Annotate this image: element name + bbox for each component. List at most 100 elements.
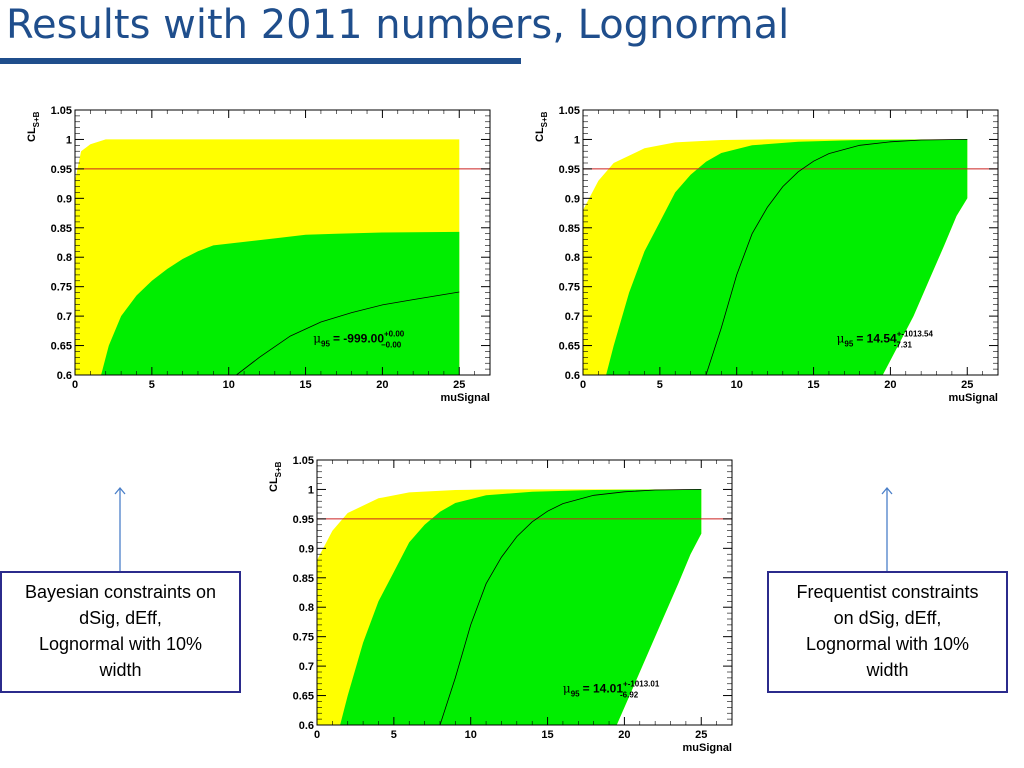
chart-bottom-center: 0.6 0.65 0.7 0.75 0.8 0.85 0.9 0.95 1 1.05 0 5 10 15 2… xyxy=(268,455,733,754)
bayesian-note-line: Bayesian constraints on xyxy=(24,582,217,602)
x-tick-label: 25 xyxy=(695,729,707,741)
mu95-label: μ95 = -999.00+0.00 xyxy=(313,330,405,349)
y-tick-label: 0.6 xyxy=(299,720,314,732)
frequentist-note-line: Lognormal with 10% xyxy=(805,634,970,654)
y-tick-label: 1 xyxy=(308,484,314,496)
y-axis-label: CLS+B xyxy=(26,111,41,142)
x-tick-label: 5 xyxy=(149,379,155,391)
y-tick-label: 1 xyxy=(66,134,72,146)
y-tick-label: 0.75 xyxy=(293,632,314,644)
plot-frame xyxy=(582,109,999,376)
x-tick-label: 25 xyxy=(453,379,465,391)
mu-value: = -999.00 xyxy=(333,332,384,346)
mu-upper-error: +-1013.01 xyxy=(623,680,660,689)
x-tick-label: 25 xyxy=(961,379,973,391)
bayesian-note-line: Lognormal with 10% xyxy=(38,634,203,654)
x-tick-label: 10 xyxy=(223,379,235,391)
x-axis-label: muSignal xyxy=(948,392,998,404)
observed-curve xyxy=(439,489,702,725)
y-tick-label: 0.85 xyxy=(51,223,72,235)
y-tick-label: 0.8 xyxy=(299,602,314,614)
x-tick-label: 15 xyxy=(541,729,553,741)
chart-top-left: 0.6 0.65 0.7 0.75 0.8 0.85 0.9 0.95 1 1.05 0 5 10 15 2… xyxy=(26,105,491,404)
x-tick-label: 0 xyxy=(72,379,78,391)
mu-symbol: μ xyxy=(837,332,845,346)
arrow-up-left xyxy=(114,486,126,574)
y-tick-label: 0.9 xyxy=(565,193,580,205)
y-tick-label: 0.95 xyxy=(293,514,314,526)
plot-area xyxy=(583,139,998,375)
green-band xyxy=(606,139,968,375)
x-tick-label: 15 xyxy=(807,379,819,391)
y-tick-label: 0.95 xyxy=(51,164,72,176)
observed-curve xyxy=(705,139,968,375)
frequentist-note-line: on dSig, dEff, xyxy=(833,608,942,628)
bayesian-note-line: width xyxy=(99,660,142,680)
x-tick-label: 10 xyxy=(731,379,743,391)
y-axis-label-main: CL xyxy=(268,477,280,492)
y-tick-label: 1.05 xyxy=(51,105,72,117)
y-tick-label: 0.7 xyxy=(565,311,580,323)
x-tick-label: 0 xyxy=(580,379,586,391)
plot-frame xyxy=(316,459,733,726)
green-band xyxy=(340,489,702,725)
x-tick-label: 20 xyxy=(884,379,896,391)
plot-frame xyxy=(74,109,491,376)
y-tick-label: 0.8 xyxy=(57,252,72,264)
y-tick-label: 0.85 xyxy=(559,223,580,235)
y-axis-label: CLS+B xyxy=(534,111,549,142)
plot-area xyxy=(75,139,490,375)
mu-lower-error: −0.00 xyxy=(381,341,402,350)
mu-subscript: 95 xyxy=(321,340,330,349)
y-tick-label: 0.75 xyxy=(559,282,580,294)
frequentist-note-line: Frequentist constraints xyxy=(796,582,979,602)
x-tick-label: 5 xyxy=(391,729,397,741)
plot-area xyxy=(317,489,732,725)
y-tick-label: 0.6 xyxy=(565,370,580,382)
slide-title: Results with 2011 numbers, Lognormal xyxy=(6,2,790,48)
mu-upper-error: +0.00 xyxy=(384,330,405,339)
y-axis-label-sub: S+B xyxy=(274,461,283,477)
y-tick-label: 0.65 xyxy=(293,691,314,703)
y-tick-label: 0.6 xyxy=(57,370,72,382)
frequentist-note: Frequentist constraints on dSig, dEff, L… xyxy=(767,571,1008,693)
y-tick-label: 0.85 xyxy=(293,573,314,585)
observed-curve xyxy=(236,291,460,375)
mu95-label: μ95 = 14.01+-1013.01 xyxy=(563,680,660,699)
y-tick-label: 1.05 xyxy=(559,105,580,117)
mu-subscript: 95 xyxy=(844,340,853,349)
mu-value: = 14.54 xyxy=(856,332,897,346)
y-tick-label: 0.7 xyxy=(57,311,72,323)
x-axis-label: muSignal xyxy=(440,392,490,404)
chart-top-right: 0.6 0.65 0.7 0.75 0.8 0.85 0.9 0.95 1 1.05 0 5 10 15 2… xyxy=(534,105,999,404)
arrow-up-right xyxy=(881,486,893,574)
mu-lower-error: -7.31 xyxy=(894,341,913,350)
y-axis-label-sub: S+B xyxy=(32,111,41,127)
y-tick-label: 0.9 xyxy=(299,543,314,555)
x-tick-label: 20 xyxy=(618,729,630,741)
y-axis-label-main: CL xyxy=(534,127,546,142)
x-tick-label: 15 xyxy=(299,379,311,391)
y-tick-label: 1 xyxy=(574,134,580,146)
y-axis-label: CLS+B xyxy=(268,461,283,492)
bayesian-note: Bayesian constraints on dSig, dEff, Logn… xyxy=(0,571,241,693)
title-underline xyxy=(0,58,521,64)
y-tick-label: 1.05 xyxy=(293,455,314,467)
y-tick-label: 0.7 xyxy=(299,661,314,673)
y-tick-label: 0.65 xyxy=(559,341,580,353)
mu-subscript: 95 xyxy=(571,690,580,699)
mu-symbol: μ xyxy=(563,682,571,696)
mu-symbol: μ xyxy=(313,332,321,346)
mu-value: = 14.01 xyxy=(583,682,624,696)
y-axis-label-sub: S+B xyxy=(540,111,549,127)
y-axis-label-main: CL xyxy=(26,127,38,142)
y-tick-label: 0.9 xyxy=(57,193,72,205)
y-tick-label: 0.95 xyxy=(559,164,580,176)
x-tick-label: 20 xyxy=(376,379,388,391)
x-tick-label: 5 xyxy=(657,379,663,391)
mu95-label: μ95 = 14.54+-1013.54 xyxy=(837,330,934,349)
frequentist-note-line: width xyxy=(866,660,909,680)
mu-upper-error: +-1013.54 xyxy=(897,330,934,339)
mu-lower-error: -6.92 xyxy=(620,691,639,700)
x-tick-label: 10 xyxy=(465,729,477,741)
